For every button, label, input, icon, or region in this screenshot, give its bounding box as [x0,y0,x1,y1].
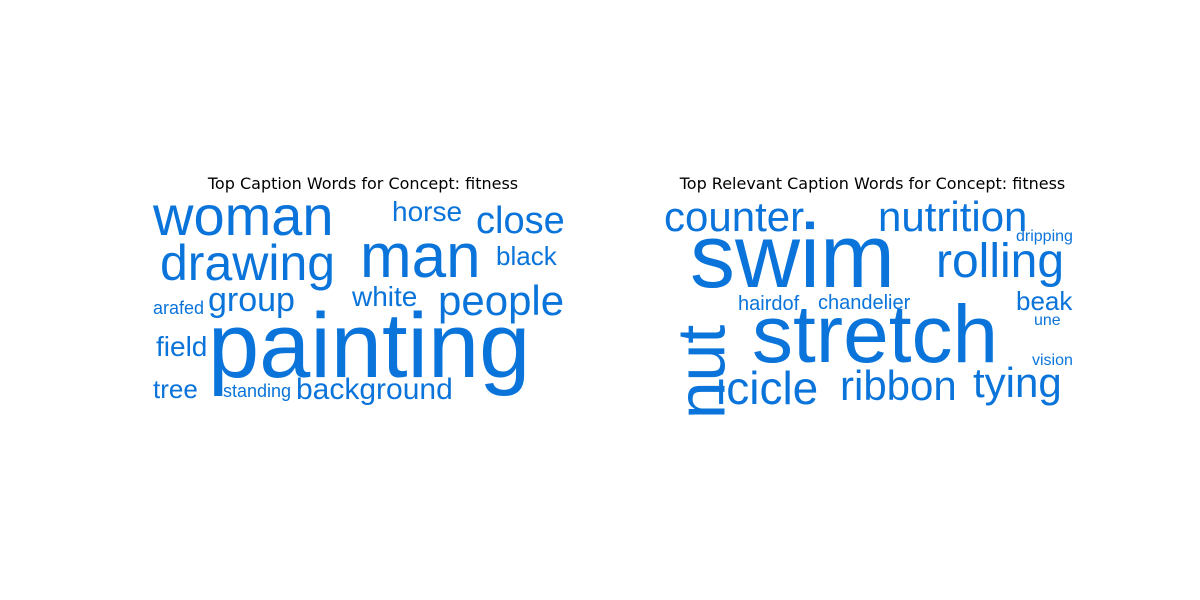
cloud-word: counter [664,193,805,240]
cloud-word: vision [1032,352,1073,369]
cloud-word: people [438,277,565,324]
cloud-word: une [1034,312,1061,329]
cloud-word: beak [1016,286,1073,316]
word-cloud-panel-left: Top Caption Words for Concept: fitness w… [148,170,578,420]
cloud-word: rolling [936,235,1065,288]
cloud-word: nutrition [878,193,1028,240]
cloud-word: man [360,222,481,291]
cloud-word: background [296,373,453,406]
cloud-word: hairdof [738,293,800,315]
cloud-word: horse [392,196,463,227]
cloud-word: field [156,331,208,362]
word-cloud-right: counter nutrition swim dripping rolling … [660,170,1085,420]
cloud-word: standing [223,381,292,401]
word-cloud-left: woman horse close drawing man black araf… [148,170,578,420]
cloud-word: tying [973,359,1062,406]
panel-title-left: Top Caption Words for Concept: fitness [207,174,519,193]
cloud-word: close [476,200,565,242]
cloud-word: dripping [1016,228,1073,245]
cloud-word: white [352,281,418,312]
cloud-word: icicle [716,362,819,414]
word-cloud-panel-right: Top Relevant Caption Words for Concept: … [660,170,1085,420]
cloud-word: chandelier [818,292,911,314]
cloud-word: stretch [752,289,999,380]
cloud-word: tree [153,374,198,404]
cloud-word: drawing [160,235,336,291]
cloud-word: black [496,241,557,271]
cloud-word: painting [208,295,531,397]
cloud-word: group [208,281,295,319]
panel-title-right: Top Relevant Caption Words for Concept: … [679,174,1066,193]
cloud-word: arafed [153,298,205,318]
cloud-word: ribbon [840,362,957,409]
cloud-word: woman [153,184,334,247]
cloud-word: swim [690,207,895,307]
